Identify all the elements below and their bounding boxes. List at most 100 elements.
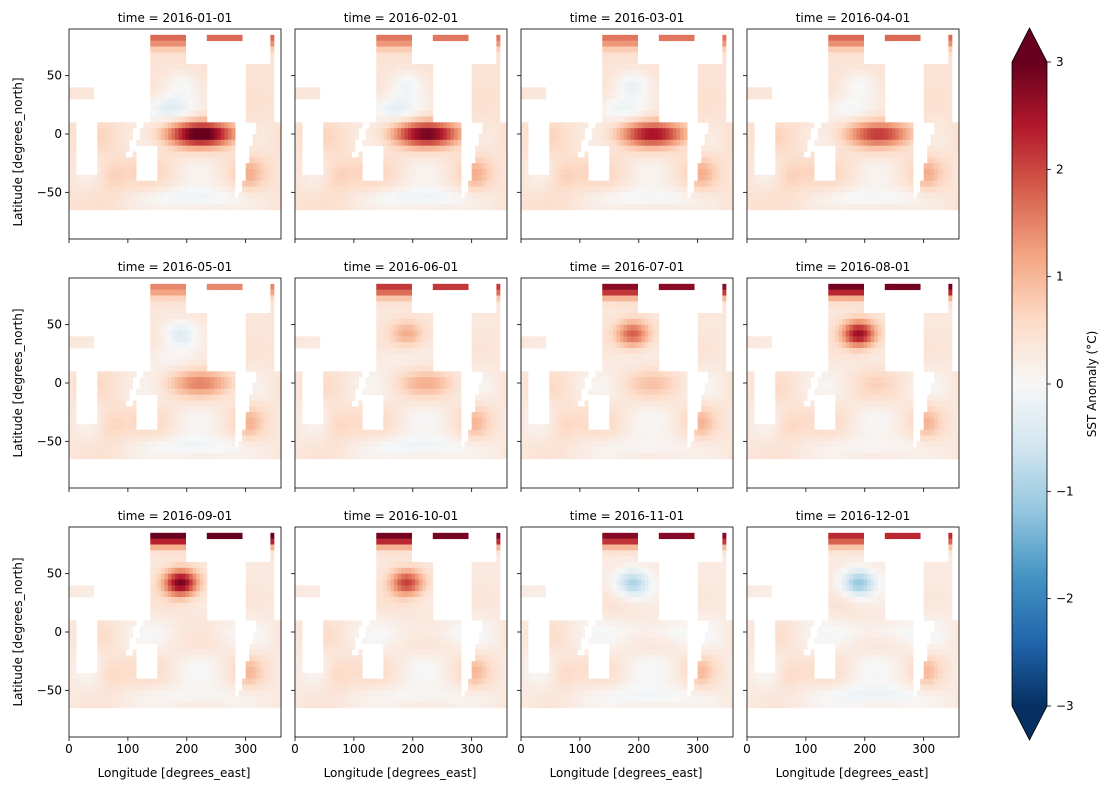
heatmap-cell [266,139,271,147]
heatmap-cell [644,104,649,112]
heatmap-cell [895,204,900,211]
heatmap-cell [577,186,582,193]
heatmap-cell [217,145,222,152]
heatmap-cell [651,93,656,100]
heatmap-cell [125,453,130,460]
heatmap-cell [895,157,900,164]
heatmap-cell [383,58,388,65]
heatmap-cell [669,198,674,205]
heatmap-cell [379,134,384,141]
heatmap-cell [256,151,261,158]
heatmap-cell [535,93,540,100]
heatmap-cell [559,169,564,176]
heatmap-cell [895,122,900,129]
heatmap-cell [182,87,186,94]
heatmap-cell [100,180,105,187]
heatmap-cell [175,122,179,129]
heatmap-cell [831,122,836,129]
heatmap-cell [150,307,155,314]
heatmap-cell [778,122,783,129]
heatmap-cell [492,169,497,176]
heatmap-cell [902,128,907,135]
heatmap-cell [672,186,677,193]
heatmap-cell [609,110,614,117]
heatmap-cell [708,75,713,82]
heatmap-cell [605,64,610,71]
heatmap-cell [909,134,914,141]
heatmap-cell [492,128,497,135]
heatmap-cell [860,58,864,65]
heatmap-cell [948,157,953,164]
heatmap-cell [461,198,465,205]
heatmap-cell [443,34,448,42]
heatmap-cell [167,313,172,320]
heatmap-cell [90,447,95,454]
heatmap-cell [856,163,861,170]
heatmap-cell [831,116,836,123]
heatmap-cell [948,99,953,106]
heatmap-cell [411,174,416,182]
heatmap-cell [860,64,864,71]
heatmap-cell [856,69,861,77]
heatmap-cell [644,99,649,106]
heatmap-cell [404,186,409,193]
heatmap-cell [189,330,194,337]
heatmap-cell [167,447,172,454]
heatmap-cell [563,169,568,176]
heatmap-cell [69,87,73,94]
heatmap-cell [559,134,564,141]
heatmap-cell [849,122,854,129]
heatmap-cell [425,174,430,182]
heatmap-cell [898,163,903,170]
heatmap-cell [351,204,356,211]
heatmap-cell [83,180,88,187]
heatmap-cell [273,186,278,193]
heatmap-cell [948,174,953,182]
heatmap-cell [146,122,151,129]
heatmap-cell [143,134,148,141]
heatmap-cell [461,204,465,211]
heatmap-cell [348,180,352,187]
heatmap-cell [252,110,257,117]
heatmap-cell [630,64,635,71]
heatmap-cell [160,377,165,384]
heatmap-cell [637,139,642,147]
heatmap-cell [778,174,783,182]
heatmap-cell [422,192,427,199]
heatmap-cell [701,186,706,193]
heatmap-cell [750,198,755,205]
heatmap-cell [210,151,215,158]
heatmap-cell [923,75,928,82]
heatmap-cell [404,99,409,106]
heatmap-cell [619,40,624,47]
heatmap-cell [906,139,910,147]
heatmap-cell [485,139,490,147]
heatmap-cell [160,359,165,366]
heatmap-cell [270,122,275,129]
heatmap-cell [715,151,720,158]
heatmap-cell [581,186,585,193]
heatmap-cell [171,180,176,187]
heatmap-cell [422,128,427,135]
heatmap-cell [870,192,875,199]
heatmap-cell [651,64,656,71]
heatmap-cell [199,353,204,361]
heatmap-cell [704,139,709,147]
heatmap-cell [175,40,179,47]
heatmap-cell [718,169,723,176]
heatmap-cell [69,169,73,176]
heatmap-cell [556,192,561,199]
heatmap-cell [648,81,653,88]
heatmap-cell [189,99,194,106]
heatmap-cell [411,139,416,147]
heatmap-cell [175,64,179,71]
heatmap-cell [228,174,232,182]
heatmap-cell [330,204,335,211]
heatmap-cell [630,87,635,94]
heatmap-cell [411,64,416,71]
heatmap-cell [386,157,391,164]
heatmap-cell [662,204,667,211]
heatmap-cell [217,186,222,193]
heatmap-cell [602,75,607,82]
